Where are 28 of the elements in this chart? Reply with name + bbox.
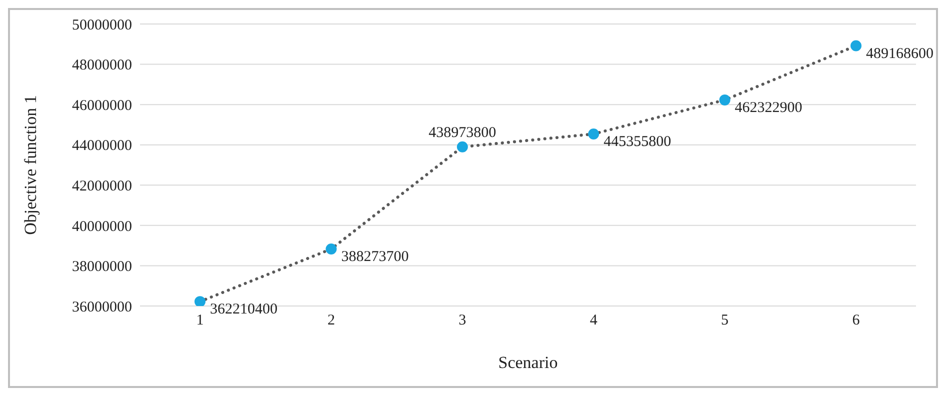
point <box>456 141 468 152</box>
x-tick-label: 3 <box>458 312 466 329</box>
point <box>850 40 862 52</box>
x-tick-label: 2 <box>327 312 335 329</box>
y-tick-label: 36000000 <box>72 299 132 316</box>
annotation: 462322900 <box>734 100 802 116</box>
x-tick-label: 4 <box>590 312 598 329</box>
x-axis-title: Scenario <box>498 353 558 372</box>
point <box>588 128 600 140</box>
y-tick-label: 38000000 <box>72 259 132 276</box>
y-axis-title: Objective function 1 <box>21 95 40 235</box>
point <box>719 94 730 106</box>
annotation: 438973800 <box>428 124 496 141</box>
annotation: 362210400 <box>210 302 278 318</box>
y-tick-label: 42000000 <box>72 178 132 194</box>
y-tick-label: 48000000 <box>72 58 132 74</box>
annotation: 388273700 <box>341 248 409 265</box>
x-tick-label: 5 <box>721 312 729 329</box>
point <box>326 243 337 254</box>
x-tick-label: 6 <box>852 312 860 329</box>
y-tick-label: 46000000 <box>72 98 132 114</box>
annotation: 445355800 <box>604 134 672 150</box>
y-tick-label: 44000000 <box>72 138 132 154</box>
annotation: 489168600 <box>866 46 934 62</box>
point <box>194 296 206 306</box>
y-tick-label: 40000000 <box>72 218 132 235</box>
y-tick-label: 50000000 <box>72 17 132 34</box>
x-tick-label: 1 <box>196 312 204 329</box>
